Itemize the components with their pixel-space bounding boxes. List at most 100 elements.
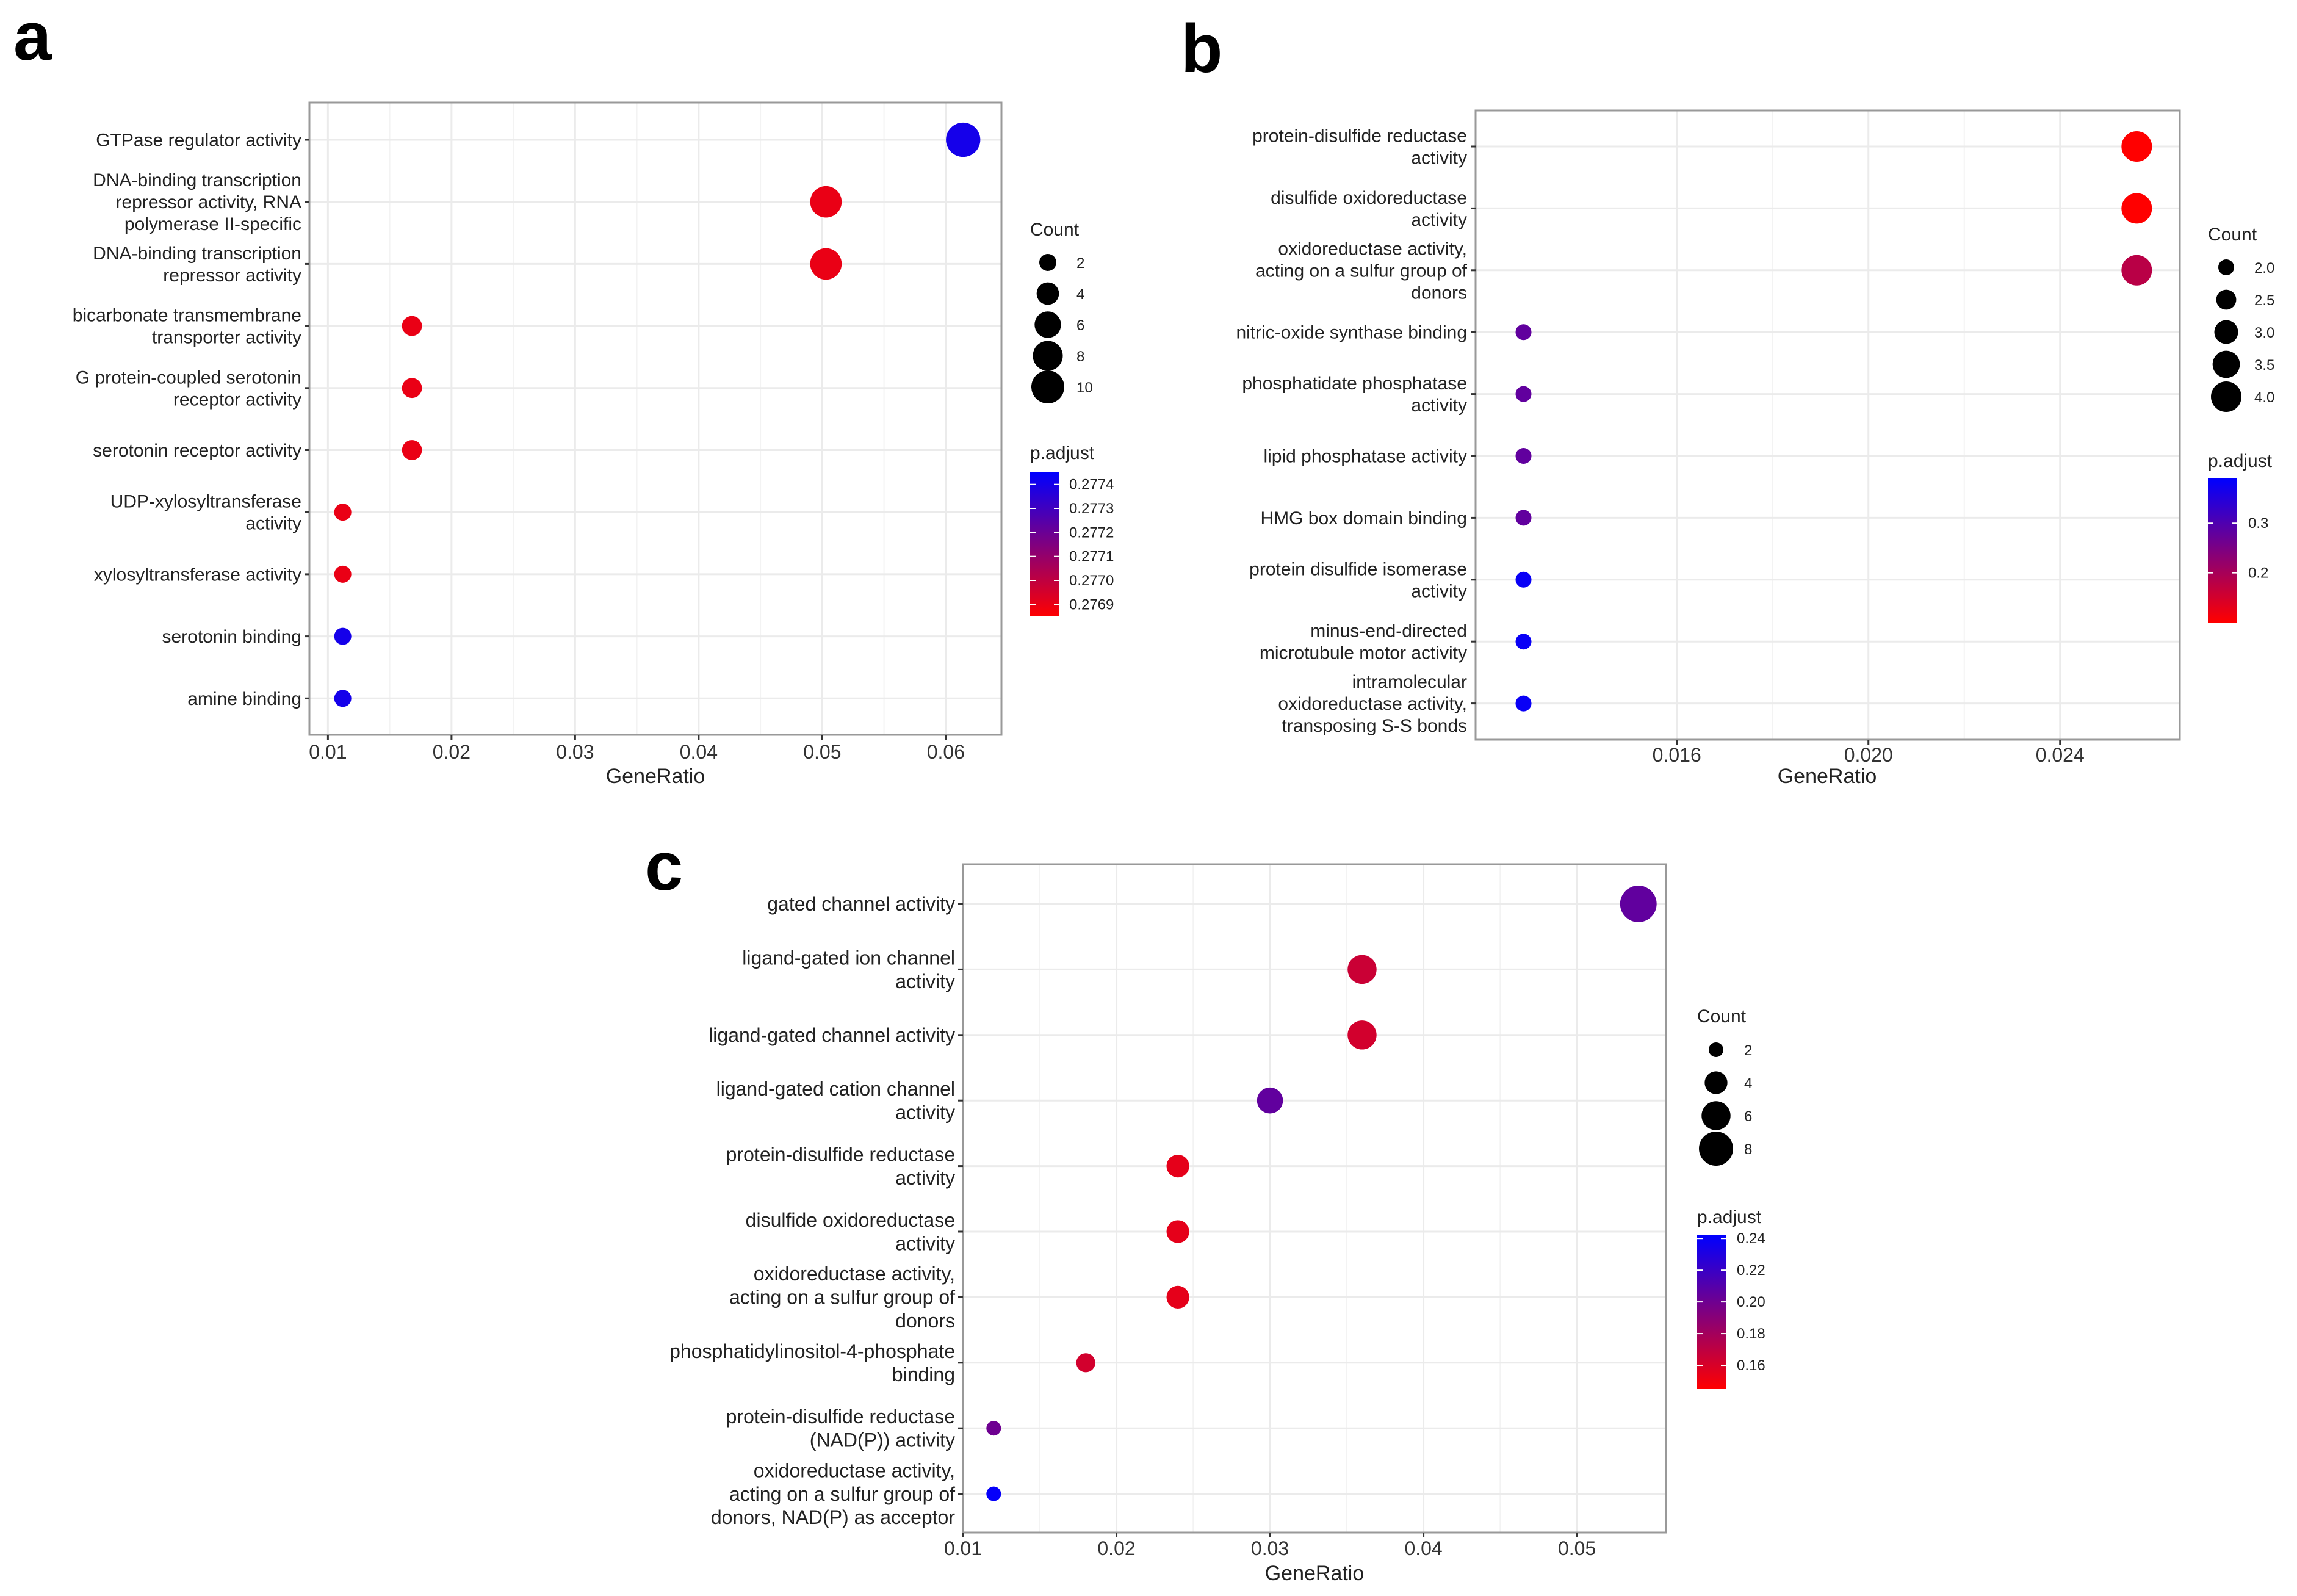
x-tick-label: 0.03 [1251,1537,1289,1559]
data-point [334,690,352,707]
category-label: DNA-binding transcription repressor activ… [93,170,301,234]
category-label: ligand-gated channel activity [709,1024,955,1046]
category-label: gated channel activity [767,893,955,915]
x-axis-title: GeneRatio [1265,1562,1365,1585]
data-point [402,378,422,399]
data-point [2121,193,2152,224]
size-legend-title: Count [1030,220,1080,240]
plot-panel [1476,110,2180,740]
x-tick-label: 0.02 [433,741,471,763]
data-point [810,186,842,218]
size-legend-label: 4.0 [2254,389,2274,406]
size-legend-key [1704,1071,1728,1094]
x-tick-label: 0.020 [1844,744,1893,766]
category-label: protein-disulfide reductase activity [726,1144,955,1189]
category-label: phosphatidylinositol-4-phosphate binding [669,1340,955,1385]
data-points [986,886,1657,1501]
size-legend-key [1039,254,1056,271]
x-tick-label: 0.02 [1097,1537,1135,1559]
color-legend-label: 0.2 [2248,565,2268,582]
size-legend-label: 6 [1076,317,1084,334]
data-point [1515,695,1532,712]
size-legend-label: 2.0 [2254,260,2274,276]
category-label: lipid phosphatase activity [1263,447,1467,467]
category-label: protein-disulfide reductase (NAD(P)) acti… [726,1406,955,1451]
x-tick-label: 0.05 [1558,1537,1596,1559]
color-legend-label: 0.16 [1737,1357,1765,1374]
size-legend-label: 3.0 [2254,325,2274,341]
data-point [1620,886,1657,922]
panel-a-chart: GTPase regulator activity DNA-binding tra… [73,101,1114,788]
size-legend-label: 6 [1744,1108,1752,1125]
data-point [334,627,352,645]
x-tick-label: 0.01 [309,741,347,763]
color-legend-label: 0.2772 [1069,524,1114,541]
size-legend-key [2218,259,2234,275]
x-tick-label: 0.06 [927,741,965,763]
size-legend-title: Count [1697,1006,1747,1027]
x-axis-title: GeneRatio [1778,765,1877,788]
category-label: serotonin receptor activity [93,441,301,461]
color-legend-label: 0.2773 [1069,500,1114,517]
data-point [986,1486,1001,1501]
category-label: G protein-coupled serotonin receptor acti… [76,367,301,410]
category-label: protein-disulfide reductase activity [1252,126,1467,168]
plot-frame [1474,109,2181,741]
data-points [334,122,981,707]
x-tick-label: 0.05 [803,741,841,763]
category-label: ligand-gated cation channel activity [716,1078,955,1123]
size-legend-label: 8 [1076,348,1084,365]
color-legend-title: p.adjust [2208,451,2273,471]
color-legend-label: 0.2774 [1069,477,1114,493]
color-legend-label: 0.3 [2248,515,2268,532]
size-legend-label: 2 [1076,255,1084,272]
size-legend-key [1034,311,1061,338]
size-legend-key [2212,350,2240,378]
size-legend-key [2216,289,2237,310]
x-tick-label: 0.04 [1404,1537,1442,1559]
data-point [810,248,842,280]
data-point [1515,386,1532,402]
data-point [402,316,422,336]
grid [962,864,1666,1533]
data-point [1515,510,1532,526]
data-point [2121,255,2152,286]
data-point [334,504,352,521]
data-point [402,440,422,460]
size-legend-label: 10 [1076,380,1093,396]
size-legend-label: 3.5 [2254,357,2274,374]
color-legend-label: 0.20 [1737,1294,1765,1310]
category-label: oxidoreductase activity, acting on a sulf… [729,1263,955,1332]
size-legend-key [1701,1101,1731,1130]
category-label: HMG box domain binding [1260,508,1467,529]
panel-b-chart: protein-disulfide reductase activity disul… [1236,109,2274,788]
category-label: amine binding [187,689,301,709]
category-label: protein disulfide isomerase activity [1249,559,1467,601]
category-label: disulfide oxidoreductase activity [1271,188,1467,230]
size-legend-key [1033,341,1063,371]
category-label: UDP-xylosyltransferase activity [110,492,301,534]
category-label: serotonin binding [162,627,301,647]
x-tick-label: 0.04 [680,741,718,763]
x-tick-label: 0.01 [944,1537,982,1559]
category-label: intramolecular oxidoreductase activity, tr… [1278,672,1467,736]
color-legend-bar [1030,472,1059,616]
plot-panel [309,103,1001,735]
category-label: oxidoreductase activity, acting on a sulf… [1255,239,1468,303]
color-legend-label: 0.2771 [1069,549,1114,565]
data-point [1515,448,1532,464]
data-point [1347,1020,1377,1050]
data-point [1166,1285,1189,1309]
size-legend-key [1709,1042,1723,1057]
data-points [1515,131,2152,712]
data-point [986,1421,1001,1436]
x-axis-title: GeneRatio [606,765,705,788]
x-tick-label: 0.024 [2036,744,2085,766]
category-label: DNA-binding transcription repressor activ… [93,244,301,286]
color-legend-label: 0.2769 [1069,596,1114,613]
panel-label-c: c [645,828,683,905]
data-point [1515,634,1532,650]
size-legend-label: 4 [1076,286,1084,303]
color-legend-bar [2208,478,2237,623]
